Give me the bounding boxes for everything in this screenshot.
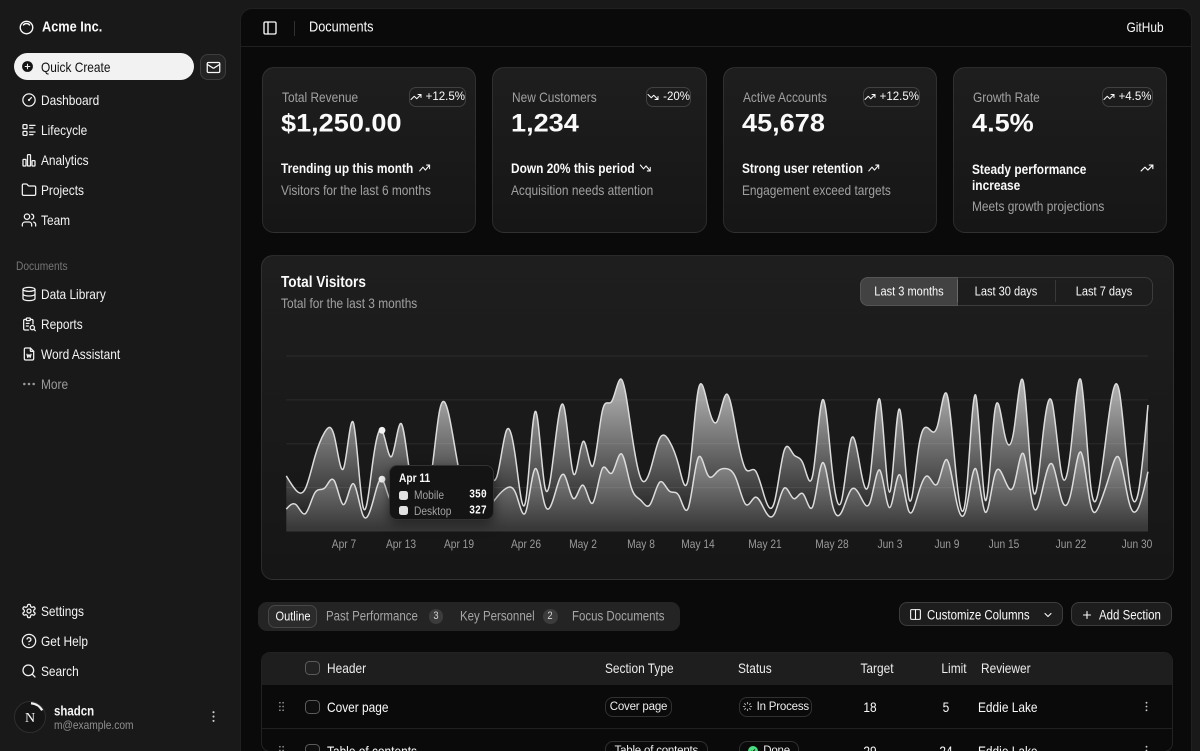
svg-text:N: N	[25, 711, 35, 726]
